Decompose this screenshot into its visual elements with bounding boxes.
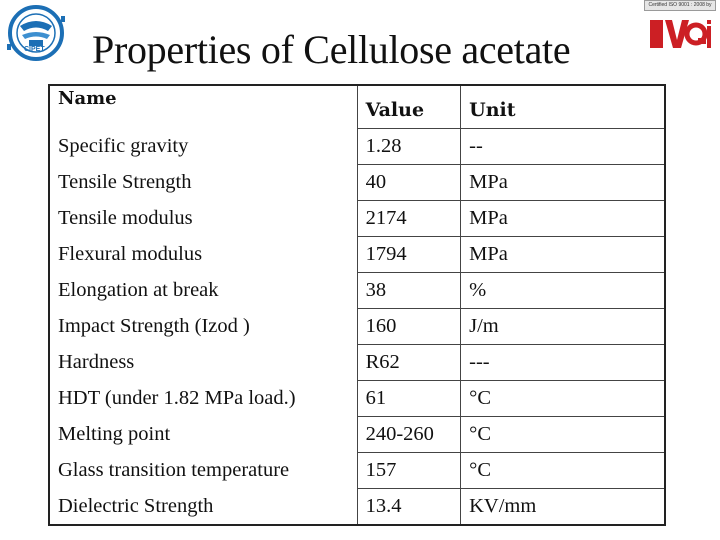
table-row: HDT (under 1.82 MPa load.) 61 °C <box>48 380 666 417</box>
bvqi-logo-mark <box>648 14 712 54</box>
table-row: Melting point 240-260 °C <box>48 416 666 453</box>
property-name-cell: Elongation at break <box>48 272 358 309</box>
property-unit-cell: KV/mm <box>460 488 666 526</box>
property-name-cell: HDT (under 1.82 MPa load.) <box>48 380 358 417</box>
property-name-cell: Tensile Strength <box>48 164 358 201</box>
property-unit-cell: % <box>460 272 666 309</box>
cipet-logo-text: CIPET <box>24 46 45 53</box>
property-unit-cell: MPa <box>460 236 666 273</box>
property-value-cell: 1.28 <box>356 128 462 165</box>
table-row: Glass transition temperature 157 °C <box>48 452 666 489</box>
property-name-cell: Impact Strength (Izod ) <box>48 308 358 345</box>
property-name-cell: Dielectric Strength <box>48 488 358 525</box>
properties-table-body: Name Value Unit Specific gravity 1.28 -- Te… <box>48 84 666 526</box>
table-row: Dielectric Strength 13.4 KV/mm <box>48 488 666 526</box>
property-unit-cell: °C <box>460 416 666 453</box>
property-unit-cell: MPa <box>460 200 666 237</box>
property-value-cell: 38 <box>356 272 462 309</box>
property-value-cell: 240-260 <box>356 416 462 453</box>
property-value-cell: 13.4 <box>356 488 462 526</box>
header-value: Value <box>356 84 462 129</box>
property-value-cell: 2174 <box>356 200 462 237</box>
property-name-cell: Melting point <box>48 416 358 453</box>
property-name-cell: Specific gravity <box>48 128 358 165</box>
cipet-logo-mark <box>7 5 65 61</box>
property-value-cell: 160 <box>356 308 462 345</box>
table-row: Impact Strength (Izod ) 160 J/m <box>48 308 666 345</box>
property-unit-cell: J/m <box>460 308 666 345</box>
properties-table: Name Value Unit Specific gravity 1.28 -- Te… <box>48 84 666 526</box>
page-title: Properties of Cellulose acetate <box>92 27 571 72</box>
table-row: Hardness R62 --- <box>48 344 666 381</box>
property-name-cell: Glass transition temperature <box>48 452 358 489</box>
table-header-row: Name Value Unit <box>48 84 666 129</box>
property-value-cell: 61 <box>356 380 462 417</box>
property-value-cell: 1794 <box>356 236 462 273</box>
table-row: Tensile Strength 40 MPa <box>48 164 666 201</box>
property-unit-cell: °C <box>460 452 666 489</box>
property-unit-cell: MPa <box>460 164 666 201</box>
property-value-cell: 40 <box>356 164 462 201</box>
header-name: Name <box>48 85 358 129</box>
property-unit-cell: --- <box>460 344 666 381</box>
property-unit-cell: -- <box>460 128 666 165</box>
property-unit-cell: °C <box>460 380 666 417</box>
certification-caption: Certified ISO 9001 : 2008 by <box>644 0 716 11</box>
table-row: Flexural modulus 1794 MPa <box>48 236 666 273</box>
header-unit: Unit <box>460 84 666 129</box>
bvqi-logo: Certified ISO 9001 : 2008 by <box>644 0 716 58</box>
property-name-cell: Tensile modulus <box>48 200 358 237</box>
property-name-cell: Flexural modulus <box>48 236 358 273</box>
table-row: Elongation at break 38% <box>48 272 666 309</box>
property-value-cell: R62 <box>356 344 462 381</box>
table-row: Tensile modulus 2174 MPa <box>48 200 666 237</box>
property-name-cell: Hardness <box>48 344 358 381</box>
cipet-logo: CIPET <box>2 4 72 62</box>
table-row: Specific gravity 1.28 -- <box>48 128 666 165</box>
property-value-cell: 157 <box>356 452 462 489</box>
